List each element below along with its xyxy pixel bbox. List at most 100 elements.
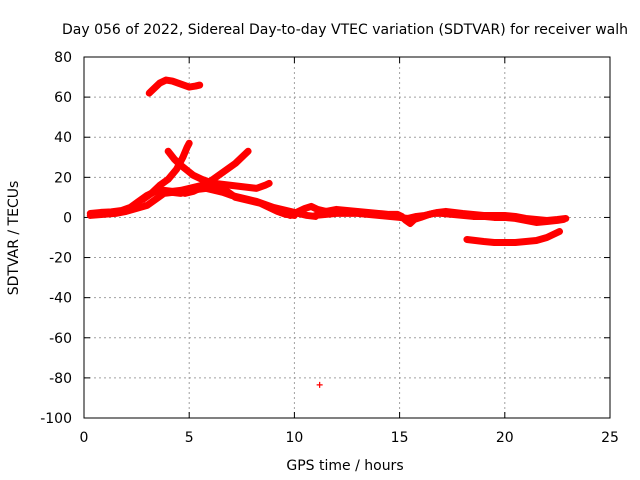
x-tick-label: 20 (496, 430, 514, 446)
data-point (430, 210, 437, 217)
data-point (491, 214, 498, 221)
y-tick-label: -60 (49, 331, 72, 347)
data-point (533, 219, 540, 226)
data-point (232, 194, 239, 201)
data-point (421, 212, 428, 219)
x-tick-label: 0 (80, 430, 89, 446)
data-point (236, 183, 243, 190)
data-point (215, 172, 222, 179)
data-point (169, 189, 176, 196)
data-point (491, 239, 498, 246)
data-point (179, 154, 186, 161)
data-point (266, 204, 273, 211)
data-point (512, 215, 519, 222)
data-point (232, 160, 239, 167)
data-point (556, 228, 563, 235)
data-point (316, 381, 323, 388)
x-tick-label: 5 (185, 430, 194, 446)
data-point (501, 214, 508, 221)
data-point (552, 230, 559, 237)
data-point (274, 208, 281, 215)
data-point (190, 172, 197, 179)
data-marks (86, 76, 570, 388)
data-point (181, 190, 188, 197)
data-point (287, 212, 294, 219)
data-point (87, 212, 94, 219)
data-point (512, 239, 519, 246)
data-point (198, 184, 205, 191)
series-rise-right (181, 147, 252, 197)
data-point (249, 198, 256, 205)
series-low-right (463, 227, 564, 247)
data-point (152, 196, 159, 203)
data-point (196, 82, 203, 89)
data-point (257, 200, 264, 207)
data-point (144, 202, 151, 209)
data-point (177, 81, 184, 88)
data-point (240, 152, 247, 159)
data-point (301, 205, 308, 212)
x-tick-label: 15 (391, 430, 409, 446)
data-point (312, 212, 319, 219)
data-point (308, 203, 315, 210)
data-point (186, 84, 193, 91)
y-tick-label: -40 (49, 291, 72, 307)
data-point (386, 213, 393, 220)
data-point (160, 190, 167, 197)
data-point (344, 210, 350, 217)
data-point (150, 86, 157, 93)
data-point (240, 196, 247, 203)
data-point (522, 217, 529, 224)
data-point (543, 218, 550, 225)
data-point (224, 188, 231, 195)
data-point (211, 187, 218, 194)
data-point (228, 182, 235, 189)
data-point (173, 166, 180, 173)
data-point (543, 234, 550, 241)
data-point (215, 182, 222, 189)
data-point (146, 90, 153, 97)
data-point (314, 206, 321, 213)
y-tick-label: 40 (54, 130, 72, 146)
y-tick-label: 0 (63, 210, 72, 226)
plot-border (83, 56, 611, 419)
data-point (156, 80, 163, 87)
series-mid-right-2 (311, 209, 568, 226)
data-point (163, 77, 170, 84)
data-point (139, 196, 146, 203)
data-point (245, 184, 252, 191)
data-point (405, 215, 412, 222)
series-high-arc (145, 76, 204, 97)
tick-labels: 0 5 10 15 20 25 -100 -80 -60 -40 -20 0 20 40 60 80 (40, 50, 619, 446)
data-point (365, 211, 372, 218)
data-point (165, 176, 172, 183)
data-point (184, 144, 191, 151)
data-point (501, 239, 508, 246)
data-point (480, 238, 487, 245)
data-point (322, 211, 329, 218)
series-outlier (316, 381, 323, 388)
x-axis-label: GPS time / hours (286, 458, 403, 474)
data-point (133, 205, 140, 212)
y-tick-label: -100 (40, 411, 72, 427)
data-point (459, 212, 466, 219)
data-point (184, 167, 191, 174)
data-point (470, 213, 477, 220)
data-point (192, 83, 199, 90)
y-axis-label: SDTVAR / TECUs (6, 181, 22, 296)
data-point (463, 236, 470, 243)
ticks (83, 56, 611, 419)
data-point (304, 212, 311, 219)
data-point (560, 216, 567, 223)
grid (84, 57, 610, 418)
data-point (224, 166, 231, 173)
data-point (295, 208, 302, 215)
y-tick-label: 60 (54, 90, 72, 106)
data-point (413, 213, 420, 220)
data-point (123, 208, 130, 215)
data-point (99, 211, 106, 218)
series-line (139, 139, 193, 203)
data-point (171, 156, 178, 163)
data-point (333, 210, 340, 217)
data-point (522, 238, 529, 245)
